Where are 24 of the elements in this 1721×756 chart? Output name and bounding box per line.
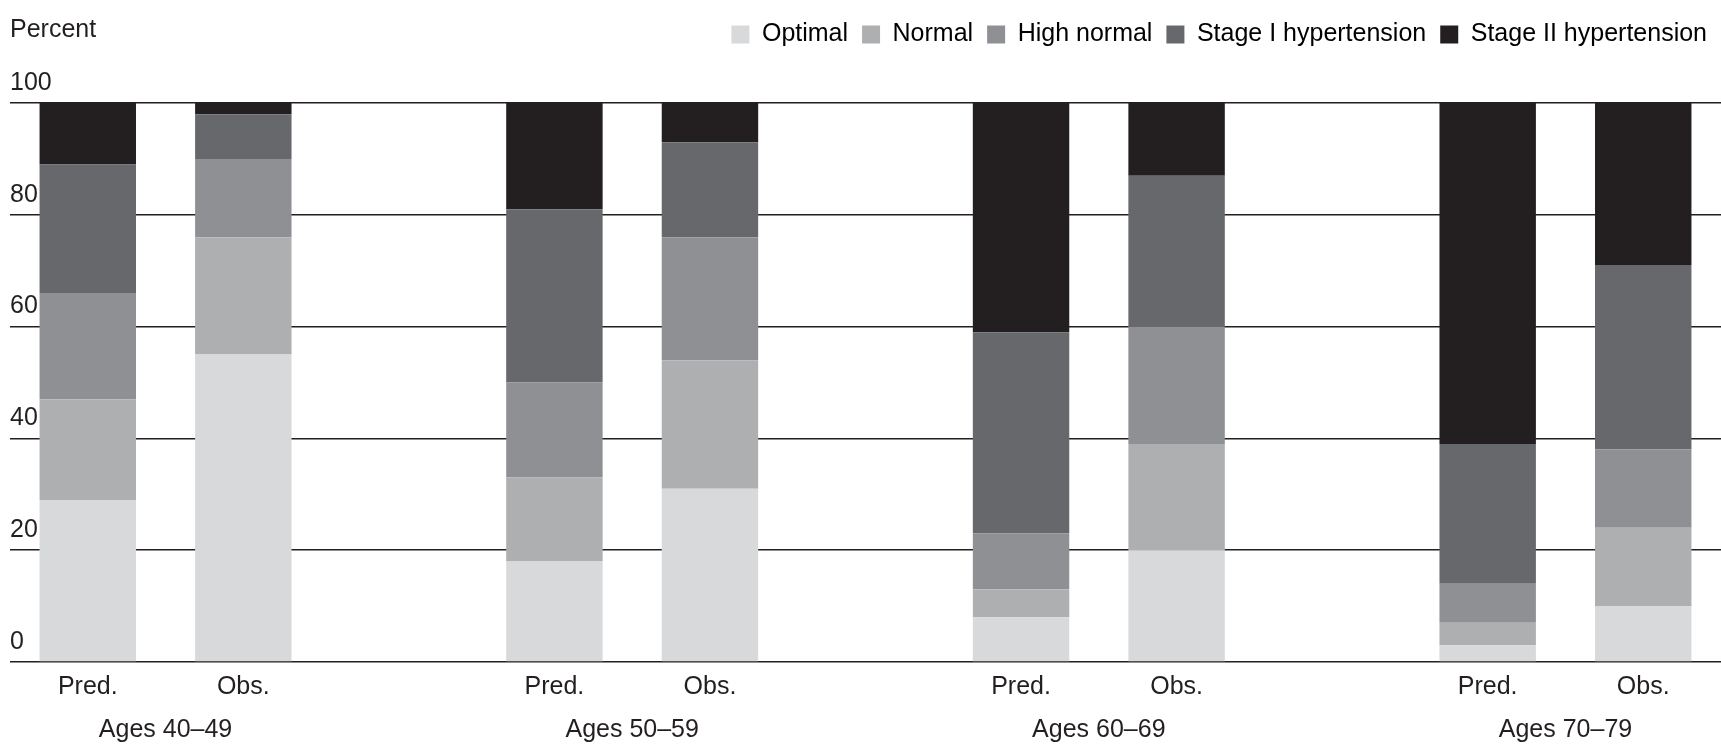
text: Ages 60–69: [1032, 714, 1166, 743]
y-tick-label: 20: [10, 514, 38, 543]
x-tick-label: Pred.: [524, 670, 585, 699]
x-tick-label: Obs.: [683, 670, 737, 699]
y-tick-label: 0: [10, 625, 24, 654]
x-tick-label: Obs.: [216, 670, 270, 699]
x-tick-label: Obs.: [1616, 670, 1670, 699]
y-axis-title: Percent: [10, 14, 97, 43]
legend-label: Optimal: [761, 18, 849, 47]
x-tick-label: Obs.: [1150, 670, 1203, 699]
y-tick-label: 40: [10, 402, 38, 431]
x-tick-label: Pred.: [1457, 670, 1518, 699]
text: Ages 70–79: [1498, 714, 1633, 743]
y-tick-label: 100: [10, 66, 52, 95]
y-tick-label: 60: [10, 290, 38, 319]
legend-label: High normal: [1017, 18, 1153, 47]
text: Ages 50–59: [565, 714, 699, 743]
x-tick-label: Pred.: [57, 670, 118, 699]
x-tick-label: Pred.: [991, 670, 1051, 699]
legend-label: Stage I hypertension: [1196, 18, 1427, 47]
y-tick-label: 80: [10, 178, 38, 207]
text: Ages 40–49: [98, 714, 233, 743]
legend-label: Stage II hypertension: [1470, 18, 1708, 47]
legend-label: Normal: [892, 18, 974, 47]
